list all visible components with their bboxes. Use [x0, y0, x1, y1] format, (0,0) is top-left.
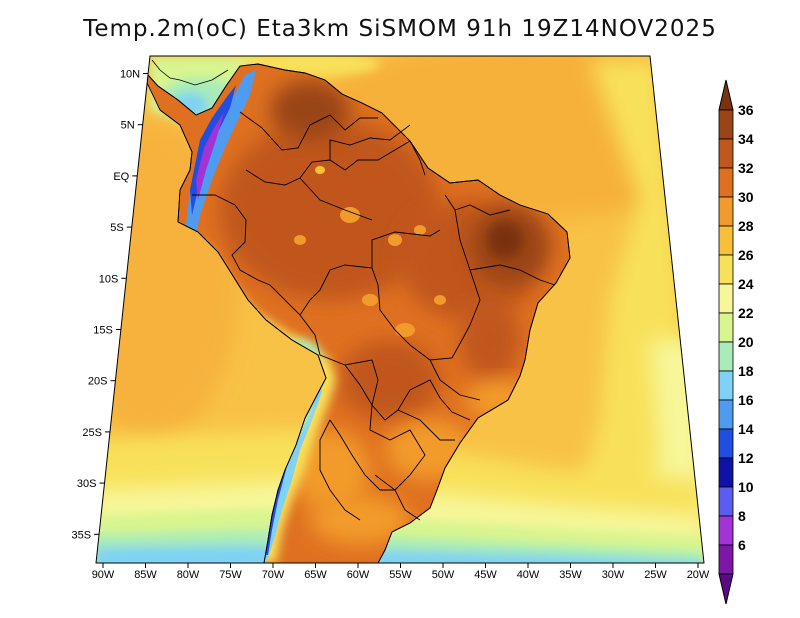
lat-tick-label: 10S [99, 273, 119, 285]
lon-tick-label: 40W [517, 569, 540, 581]
lat-tick-label: 15S [93, 325, 113, 337]
colorbar-label: 8 [738, 508, 746, 524]
lon-tick-label: 65W [304, 569, 327, 581]
colorbar-label: 34 [738, 131, 754, 147]
colorbar-label: 6 [738, 537, 746, 553]
colorbar-label: 20 [738, 334, 754, 350]
lon-tick-label: 45W [474, 569, 497, 581]
colorbar-label: 28 [738, 218, 754, 234]
colorbar-label: 24 [738, 276, 754, 292]
map-field [96, 56, 704, 563]
lat-tick-label: 10N [120, 69, 140, 81]
colorbar-swatch [718, 370, 734, 401]
colorbar-swatch [718, 515, 734, 546]
lon-tick-label: 60W [347, 569, 370, 581]
colorbar-swatch [718, 225, 734, 256]
colorbar-swatch [718, 196, 734, 227]
lon-tick-label: 80W [177, 569, 200, 581]
lat-tick-label: 20S [88, 376, 108, 388]
colorbar-label: 12 [738, 450, 754, 466]
colorbar-lower-arrow [718, 573, 734, 605]
lat-tick-label: 25S [82, 427, 102, 439]
colorbar-swatch [718, 544, 734, 575]
colorbar-swatch [718, 254, 734, 285]
map-frame [95, 55, 705, 564]
lon-tick-label: 90W [92, 569, 115, 581]
colorbar-swatch [718, 138, 734, 169]
lat-tick-label: 5N [121, 120, 135, 132]
colorbar-swatch [718, 109, 734, 140]
lon-tick-label: 20W [687, 569, 710, 581]
colorbar-label: 30 [738, 189, 754, 205]
colorbar-swatch [718, 486, 734, 517]
map-title: Temp.2m(oC) Eta3km SiSMOM 91h 19Z14NOV20… [83, 16, 717, 42]
latitude-axis: 10N 5N EQ 5S 10S 15S 20S 25S 30S 35S [71, 69, 149, 541]
lon-tick-label: 25W [644, 569, 667, 581]
colorbar: 36 34 32 30 28 26 24 22 20 18 16 14 12 10 8 6 [718, 79, 754, 605]
lon-tick-label: 35W [559, 569, 582, 581]
colorbar-label: 36 [738, 102, 754, 118]
colorbar-swatch [718, 428, 734, 459]
lat-tick-label: 35S [71, 529, 91, 541]
colorbar-swatch [718, 457, 734, 488]
lon-tick-label: 30W [602, 569, 625, 581]
colorbar-label: 14 [738, 421, 754, 437]
colorbar-swatch [718, 341, 734, 372]
colorbar-swatch [718, 399, 734, 430]
colorbar-swatch [718, 283, 734, 314]
colorbar-label: 26 [738, 247, 754, 263]
longitude-axis: 90W 85W 80W 75W 70W 65W 60W 55W 50W 45W 40W 35W 30W 2… [92, 563, 710, 581]
lon-tick-label: 75W [219, 569, 242, 581]
lon-tick-label: 70W [262, 569, 285, 581]
colorbar-swatch [718, 312, 734, 343]
colorbar-label: 18 [738, 363, 754, 379]
lat-tick-label: EQ [113, 171, 129, 183]
lon-tick-label: 85W [134, 569, 157, 581]
lat-tick-label: 30S [77, 478, 97, 490]
lon-tick-label: 55W [389, 569, 412, 581]
colorbar-label: 10 [738, 479, 754, 495]
colorbar-label: 16 [738, 392, 754, 408]
colorbar-swatch [718, 167, 734, 198]
lat-tick-label: 5S [110, 222, 123, 234]
country-borders [137, 59, 571, 563]
lon-tick-label: 50W [432, 569, 455, 581]
colorbar-upper-arrow [718, 79, 734, 111]
colorbar-label: 22 [738, 305, 754, 321]
colorbar-label: 32 [738, 160, 754, 176]
